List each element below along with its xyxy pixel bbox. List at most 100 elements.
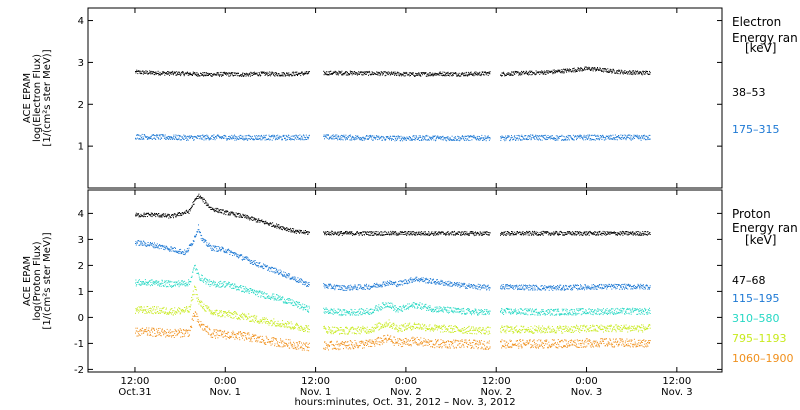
data-point (147, 244, 149, 246)
data-point (629, 138, 631, 140)
data-point (229, 135, 231, 137)
data-point (328, 231, 330, 233)
data-point (633, 232, 635, 234)
data-point (596, 138, 598, 140)
data-point (435, 233, 437, 235)
data-point (343, 135, 344, 137)
data-point (431, 232, 432, 234)
data-point (285, 275, 287, 277)
data-point (614, 137, 616, 138)
data-point (286, 139, 288, 141)
data-point (353, 285, 355, 287)
data-point (306, 286, 308, 287)
data-point (357, 73, 359, 75)
data-point (201, 135, 203, 136)
data-point (349, 233, 351, 234)
data-point (437, 136, 439, 138)
data-point (537, 231, 539, 233)
data-point (324, 71, 326, 73)
data-point (442, 75, 444, 76)
data-point (274, 271, 276, 273)
data-point (143, 212, 145, 214)
data-point (325, 72, 327, 74)
data-point (289, 273, 291, 275)
data-point (583, 287, 585, 289)
data-point (205, 135, 207, 137)
data-point (205, 240, 207, 242)
data-point (388, 282, 390, 284)
data-point (479, 284, 481, 286)
data-point (500, 233, 502, 235)
data-point (144, 135, 146, 137)
data-point (369, 136, 371, 138)
data-point (196, 198, 198, 199)
data-point (470, 232, 472, 234)
data-point (194, 236, 195, 238)
data-point (427, 135, 429, 137)
data-point (135, 241, 137, 243)
data-point (553, 69, 555, 71)
data-point (578, 285, 579, 286)
data-point (637, 73, 639, 75)
data-point (326, 286, 327, 288)
data-point (437, 135, 439, 137)
data-point (281, 138, 283, 140)
data-point (594, 139, 596, 141)
data-point (390, 74, 392, 75)
data-point (638, 72, 640, 74)
data-point (435, 232, 436, 234)
data-point (162, 215, 164, 217)
data-point (423, 233, 425, 234)
data-point (587, 68, 589, 70)
data-point (234, 135, 236, 137)
data-point (544, 72, 546, 73)
data-point (238, 138, 239, 140)
data-point (187, 72, 189, 74)
data-point (167, 214, 169, 216)
data-point (557, 288, 559, 290)
data-point (594, 134, 596, 136)
data-point (585, 135, 587, 137)
data-point (460, 285, 462, 287)
data-point (558, 69, 560, 71)
data-point (513, 71, 514, 73)
data-point (570, 233, 572, 235)
data-point (405, 279, 407, 281)
data-point (400, 234, 402, 235)
data-point (354, 284, 356, 286)
data-point (608, 284, 610, 285)
data-point (366, 138, 368, 140)
data-point (388, 137, 390, 139)
data-point (395, 138, 397, 140)
data-point (465, 287, 467, 289)
data-point (557, 137, 559, 139)
data-point (475, 231, 476, 233)
data-point (418, 279, 420, 281)
data-point (223, 213, 225, 215)
data-point (623, 71, 625, 73)
data-point (307, 231, 309, 233)
data-point (402, 231, 404, 233)
data-point (251, 219, 253, 221)
data-point (456, 139, 458, 141)
data-point (382, 231, 384, 233)
data-point (547, 72, 549, 74)
data-point (639, 288, 641, 290)
data-point (328, 138, 330, 139)
data-point (460, 282, 462, 284)
data-point (442, 71, 444, 73)
data-point (393, 73, 395, 75)
data-point (224, 71, 226, 73)
data-point (414, 137, 416, 139)
data-point (552, 289, 554, 291)
data-point (540, 233, 542, 235)
data-point (603, 233, 605, 235)
data-point (355, 138, 357, 140)
data-point (367, 138, 369, 140)
data-point (135, 138, 137, 140)
data-point (571, 71, 573, 73)
data-point (252, 260, 254, 262)
data-point (327, 231, 329, 233)
data-point (427, 75, 429, 77)
data-point (294, 135, 296, 137)
